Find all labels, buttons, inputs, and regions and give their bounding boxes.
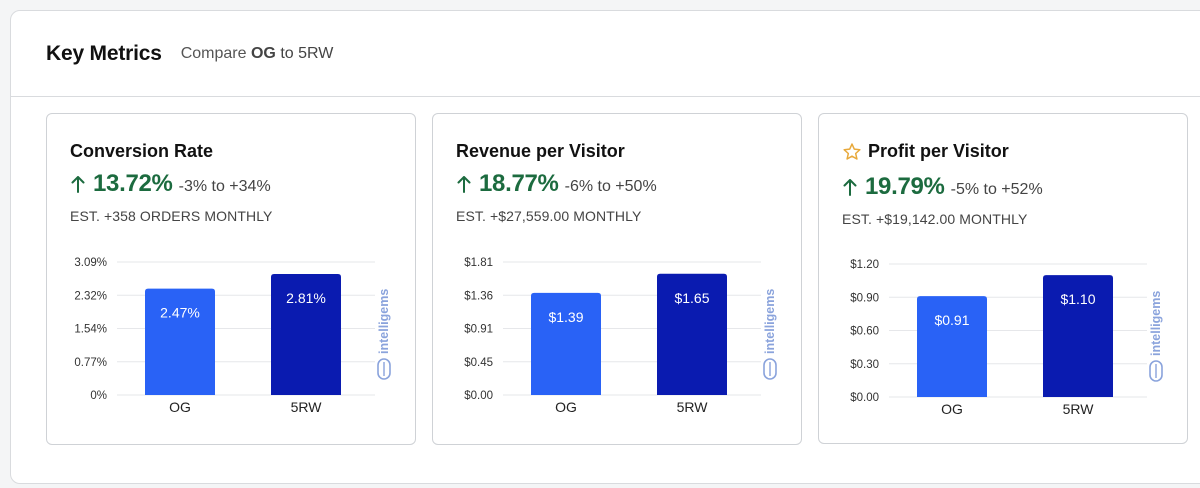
card-title-text: Conversion Rate: [70, 141, 214, 161]
y-tick-label: 3.09%: [74, 257, 107, 269]
y-tick-label: $0.90: [850, 292, 879, 304]
x-category-label: OG: [555, 399, 577, 415]
y-tick-label: $0.00: [850, 392, 879, 404]
lift-row: 18.77% -6% to +50%: [457, 170, 657, 198]
compare-prefix: Compare: [180, 44, 247, 62]
x-category-label: 5RW: [1063, 401, 1095, 417]
bar-og[interactable]: [531, 292, 601, 395]
metric-card-profit-per-visitor: Profit per Visitor 19.79% -5% to +52% ES…: [818, 113, 1188, 444]
compare-group-a: OG: [250, 44, 276, 62]
y-tick-label: $0.30: [850, 359, 879, 371]
compare-to: to: [280, 44, 294, 62]
y-tick-label: $0.60: [850, 326, 879, 338]
panel-header: Key Metrics Compare OG to 5RW: [11, 11, 1200, 97]
arrow-up-icon: [71, 175, 85, 193]
bar-chart: 0% 0.77% 1.54% 2.32% 3.09% 2.47% OG 2.81% 5RW int…: [74, 257, 391, 415]
confidence-range: -5% to +52%: [950, 181, 1043, 198]
lift-row: 13.72% -3% to +34%: [71, 170, 271, 198]
bar-5rw[interactable]: [271, 274, 341, 395]
watermark-text: intelligems: [1149, 291, 1163, 356]
y-tick-label: 0%: [90, 390, 107, 402]
panel-title: Key Metrics: [46, 41, 162, 65]
card-title-text: Revenue per Visitor: [456, 141, 625, 161]
y-tick-label: 2.32%: [74, 290, 107, 302]
y-tick-label: $1.81: [464, 257, 493, 269]
bar-value-label: 2.81%: [286, 290, 326, 306]
intelligems-logo-icon: [377, 358, 391, 380]
lift-value: 19.79%: [865, 173, 945, 200]
x-category-label: OG: [941, 401, 963, 417]
watermark-text: intelligems: [377, 289, 391, 354]
y-tick-label: $0.45: [464, 357, 493, 369]
compare-label: Compare OG to 5RW: [181, 45, 334, 63]
y-tick-label: 0.77%: [74, 357, 107, 369]
bar-chart: $0.00 $0.45 $0.91 $1.36 $1.81 $1.39 OG $1.65 5RW…: [464, 257, 777, 415]
y-tick-label: 1.54%: [74, 324, 107, 336]
intelligems-logo-icon: [763, 358, 777, 380]
bar-value-label: $1.10: [1060, 291, 1095, 307]
bar-5rw[interactable]: [1043, 275, 1113, 397]
intelligems-logo-icon: [1149, 360, 1163, 382]
watermark-text: intelligems: [763, 289, 777, 354]
arrow-up-icon: [843, 178, 857, 196]
bar-5rw[interactable]: [657, 273, 727, 395]
y-tick-label: $1.20: [850, 259, 879, 271]
card-title: Conversion Rate: [70, 141, 213, 162]
bar-og[interactable]: [917, 296, 987, 397]
card-title: Profit per Visitor: [842, 141, 1009, 162]
metric-card-revenue-per-visitor: Revenue per Visitor 18.77% -6% to +50% E…: [432, 113, 802, 445]
arrow-up-icon: [457, 175, 471, 193]
estimate-text: EST. +$19,142.00 MONTHLY: [842, 211, 1028, 227]
y-tick-label: $0.91: [464, 324, 493, 336]
estimate-text: EST. +$27,559.00 MONTHLY: [456, 208, 642, 224]
bar-value-label: $1.65: [674, 290, 709, 306]
lift-value: 13.72%: [93, 170, 173, 197]
bar-value-label: 2.47%: [160, 305, 200, 321]
bar-value-label: $1.39: [548, 309, 583, 325]
confidence-range: -3% to +34%: [178, 178, 271, 195]
bar-chart: $0.00 $0.30 $0.60 $0.90 $1.20 $0.91 OG $1.10 5RW…: [850, 259, 1163, 417]
metric-card-conversion-rate: Conversion Rate 13.72% -3% to +34% EST. …: [46, 113, 416, 445]
lift-value: 18.77%: [479, 170, 559, 197]
bar-og[interactable]: [145, 288, 215, 395]
confidence-range: -6% to +50%: [564, 178, 657, 195]
x-category-label: 5RW: [291, 399, 323, 415]
card-title: Revenue per Visitor: [456, 141, 625, 162]
x-category-label: 5RW: [677, 399, 709, 415]
lift-row: 19.79% -5% to +52%: [843, 173, 1043, 201]
x-category-label: OG: [169, 399, 191, 415]
compare-group-b: 5RW: [298, 44, 334, 62]
bar-value-label: $0.91: [934, 312, 969, 328]
y-tick-label: $0.00: [464, 390, 493, 402]
estimate-text: EST. +358 ORDERS MONTHLY: [70, 208, 273, 224]
card-title-text: Profit per Visitor: [868, 141, 1009, 161]
star-icon[interactable]: [842, 142, 862, 162]
y-tick-label: $1.36: [464, 290, 493, 302]
